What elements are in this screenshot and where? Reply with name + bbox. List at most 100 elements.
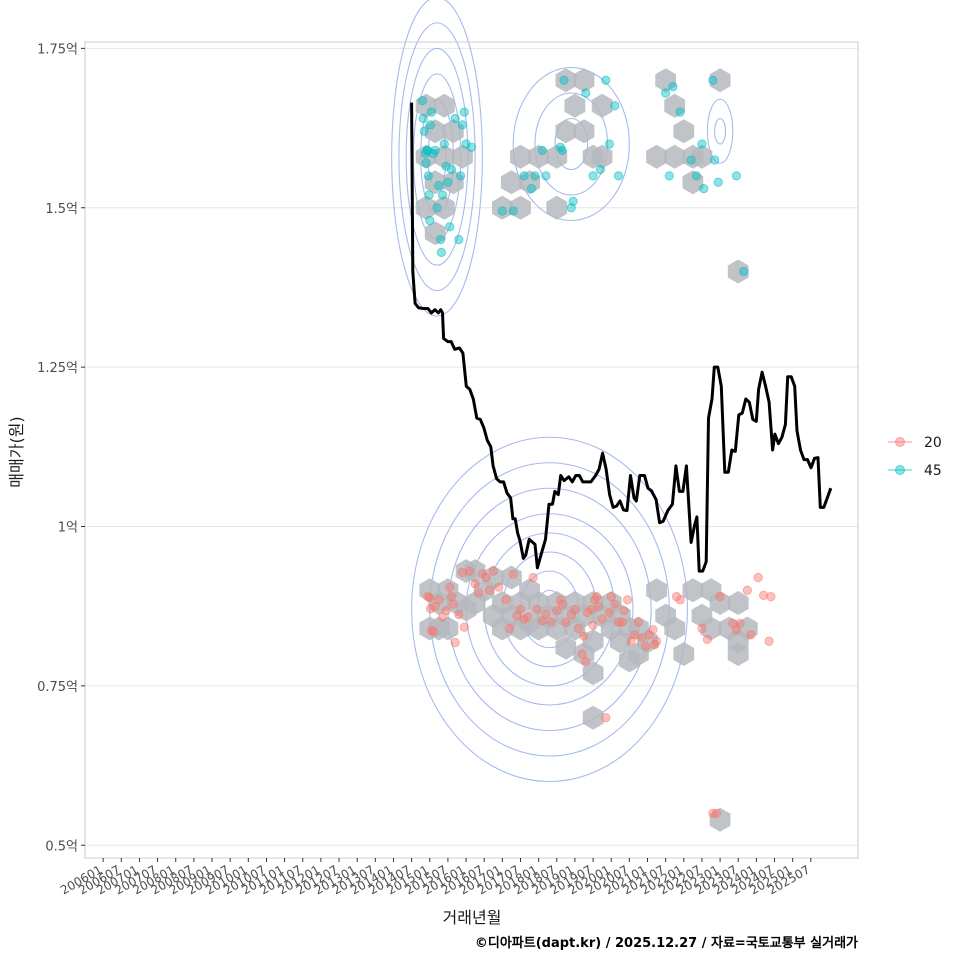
hexbin-cell <box>492 195 513 220</box>
scatter-point-20 <box>592 592 602 602</box>
scatter-point-20 <box>546 617 556 627</box>
density-contour <box>411 436 688 783</box>
hexbin-cell <box>415 93 437 118</box>
hexbin-cell <box>443 170 464 195</box>
hexbin-cell <box>433 195 455 220</box>
scatter-point-45 <box>426 107 437 117</box>
scatter-point-20 <box>753 572 763 583</box>
scatter-point-20 <box>579 631 589 641</box>
scatter-point-20 <box>428 627 438 637</box>
hexbin-cell <box>437 616 459 641</box>
hexbin-cell <box>664 93 686 118</box>
scatter-point-45 <box>436 235 446 245</box>
y-tick-label: 0.75억 <box>37 680 78 695</box>
scatter-point-20 <box>425 593 435 603</box>
y-tick-label: 1.75억 <box>37 42 78 57</box>
hexbin-cell <box>433 93 455 118</box>
hexbin-cell <box>546 195 568 220</box>
hexbin-cell <box>555 635 577 660</box>
hexbin-cell <box>519 170 540 195</box>
scatter-point-45 <box>537 145 547 155</box>
scatter-point-20 <box>448 599 458 609</box>
density-contour <box>714 117 727 145</box>
scatter-point-45 <box>466 142 477 152</box>
scatter-point-45 <box>436 247 446 257</box>
scatter-point-20 <box>561 617 571 627</box>
scatter-point-45 <box>661 88 671 98</box>
scatter-point-20 <box>708 808 718 818</box>
scatter-point-20 <box>671 592 682 602</box>
caption: ©디아파트(dapt.kr) / 2025.12.27 / 자료=국토교통부 실… <box>475 935 858 951</box>
scatter-point-20 <box>759 590 769 600</box>
scatter-point-20 <box>764 636 774 646</box>
hexbin-cell <box>591 93 613 118</box>
scatter-point-45 <box>710 155 720 165</box>
scatter-point-45 <box>434 180 444 191</box>
scatter-point-45 <box>439 139 449 149</box>
hexbin-cell <box>555 68 577 93</box>
scatter-point-45 <box>595 164 605 175</box>
scatter-point-20 <box>450 637 460 648</box>
y-tick-label: 1.5억 <box>45 202 78 217</box>
scatter-point-45 <box>604 139 615 149</box>
scatter-point-20 <box>573 623 584 634</box>
hexbin-cell <box>646 578 667 603</box>
scatter-point-45 <box>691 171 702 181</box>
scatter-point-45 <box>675 107 685 117</box>
scatter-point-20 <box>474 588 484 598</box>
scatter-point-45 <box>425 120 436 130</box>
scatter-point-45 <box>526 184 536 194</box>
scatter-point-45 <box>418 113 428 124</box>
trend-line-layer <box>410 102 833 573</box>
scatter-point-20 <box>593 601 604 611</box>
scatter-point-20 <box>515 604 526 614</box>
scatter-point-20 <box>606 592 616 602</box>
hexbin-cell <box>727 259 749 284</box>
scatter-point-20 <box>445 582 455 592</box>
scatter-point-20 <box>494 582 504 592</box>
scatter-points <box>417 75 776 818</box>
scatter-point-45 <box>417 96 428 106</box>
scatter-point-20 <box>501 595 511 605</box>
scatter-point-45 <box>613 171 624 181</box>
scatter-point-20 <box>570 604 580 614</box>
density-contour <box>554 117 589 171</box>
scatter-point-20 <box>446 592 457 602</box>
scatter-point-20 <box>470 579 480 589</box>
scatter-point-20 <box>581 657 591 667</box>
scatter-point-20 <box>610 599 620 609</box>
scatter-point-45 <box>568 196 578 206</box>
legend-label: 45 <box>924 463 942 479</box>
hexbin-cell <box>582 705 604 730</box>
scatter-point-20 <box>434 595 444 605</box>
scatter-point-45 <box>664 171 674 181</box>
hexbin-cell <box>424 170 446 195</box>
hexbin-cell <box>482 565 504 590</box>
scatter-point-20 <box>465 566 475 576</box>
hexbin-cell <box>709 807 731 832</box>
gridlines <box>85 47 858 846</box>
scatter-point-45 <box>457 120 468 130</box>
scatter-point-45 <box>557 145 567 155</box>
hexbin-cell <box>637 629 658 654</box>
hexbin-cell <box>573 119 595 144</box>
y-tick-label: 0.5억 <box>45 839 78 854</box>
y-axis: 0.5억 0.75억 1억 1.25억 1.5억 1.75억 <box>37 42 85 854</box>
hexbin-cell <box>573 68 595 93</box>
scatter-point-20 <box>425 604 436 614</box>
scatter-point-20 <box>735 618 745 629</box>
scatter-point-20 <box>651 636 662 646</box>
density-contour <box>512 66 630 222</box>
scatter-point-45 <box>588 171 598 181</box>
scatter-point-20 <box>715 592 725 602</box>
scatter-point-45 <box>697 139 707 149</box>
scatter-point-45 <box>601 75 611 85</box>
scatter-point-45 <box>422 145 433 155</box>
scatter-point-20 <box>457 567 468 578</box>
scatter-point-20 <box>619 606 629 616</box>
density-contour <box>391 0 483 317</box>
scatter-point-45 <box>454 235 464 245</box>
scatter-point-20 <box>597 614 607 624</box>
hexbin-cell <box>727 591 749 615</box>
scatter-point-20 <box>459 622 469 632</box>
